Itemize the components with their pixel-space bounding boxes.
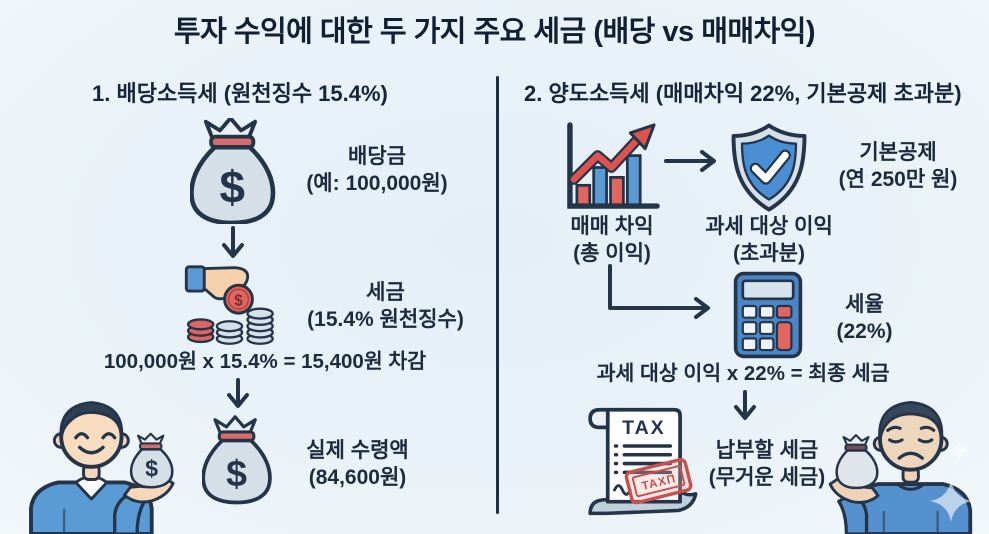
calculator-icon [733,271,803,359]
tax-rate-label: 세율 (22%) [836,293,893,343]
elbow-arrow-icon [608,264,710,319]
right-arrow-icon [664,150,716,172]
dollar-symbol: $ [145,456,158,482]
tax-doc-title: TAX [622,417,666,439]
tax-document-icon: TAX TAXП [588,407,698,516]
dollar-symbol: $ [226,452,247,494]
right-section-heading: 2. 양도소득세 (매매차익 22%, 기본공제 초과분) [524,81,962,106]
dividend-tax-formula: 100,000원 x 15.4% = 15,400원 차감 [103,350,427,373]
sad-person-illustration [828,401,973,534]
down-arrow-icon [222,226,244,258]
sparkle-icon [948,440,970,462]
down-arrow-icon [734,390,756,420]
stock-chart-icon [567,122,660,209]
left-section-heading: 1. 배당소득세 (원천징수 15.4%) [92,81,388,106]
taxable-profit-label: 과세 대상 이익 (초과분) [705,215,833,265]
tax-stamp: TAXП [624,457,693,505]
sparkle-icon [930,480,972,522]
coin-dollar-symbol: $ [234,293,243,310]
happy-person-illustration: $ [29,401,175,534]
capital-gain-label: 매매 차익 (총 이익) [570,215,654,265]
payable-tax-label: 납부할 세금 (무거운 세금) [708,439,826,489]
center-divider [496,76,499,514]
basic-deduction-label: 기본공제 (연 250만 원) [838,141,958,191]
money-bag-icon: $ [190,118,276,224]
down-arrow-icon [227,378,249,408]
capital-gains-formula: 과세 대상 이익 x 22% = 최종 세금 [596,362,890,385]
shield-check-icon [731,123,807,212]
dollar-symbol: $ [220,162,245,213]
dividend-label: 배당금 (예: 100,000원) [306,145,448,195]
net-amount-label: 실제 수령액 (84,600원) [306,439,409,489]
withholding-tax-label: 세금 (15.4% 원천징수) [307,281,464,331]
hand-coin-icon: $ [184,265,274,345]
page-title: 투자 수익에 대한 두 가지 주요 세금 (배당 vs 매매차익) [173,16,816,48]
money-bag-icon: $ [202,415,272,505]
